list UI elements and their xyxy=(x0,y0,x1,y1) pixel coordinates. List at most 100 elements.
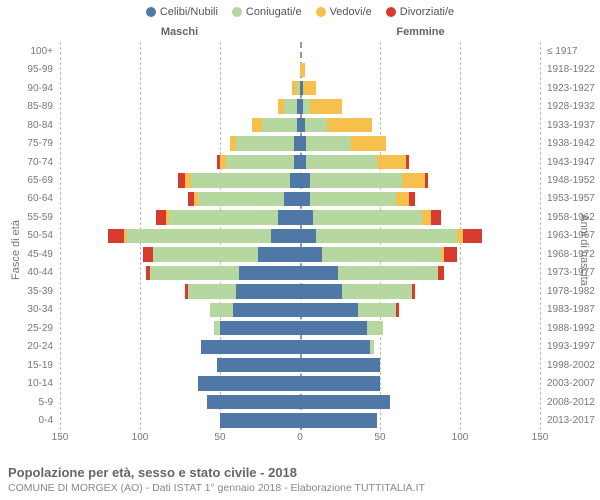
age-label: 5-9 xyxy=(2,393,57,411)
legend-swatch xyxy=(316,7,326,17)
male-side xyxy=(60,153,300,171)
bar-segment-cel xyxy=(300,284,342,298)
age-label: 80-84 xyxy=(2,116,57,134)
stacked-bar xyxy=(300,413,540,427)
birth-year-label: 1953-1957 xyxy=(543,190,598,208)
y-axis-title-left: Fasce di età xyxy=(10,220,22,280)
bar-segment-cel xyxy=(300,303,358,317)
bar-segment-ved xyxy=(377,155,406,169)
pyramid-row xyxy=(60,374,540,392)
birth-year-label: 1948-1952 xyxy=(543,171,598,189)
bar-segment-cel xyxy=(201,340,300,354)
male-side xyxy=(60,134,300,152)
legend-label: Coniugati/e xyxy=(246,6,302,18)
bar-segment-div xyxy=(396,303,399,317)
female-side xyxy=(300,227,540,245)
stacked-bar xyxy=(300,340,540,354)
bar-segment-con xyxy=(226,155,293,169)
bar-segment-cel xyxy=(300,413,377,427)
male-side xyxy=(60,356,300,374)
male-side xyxy=(60,264,300,282)
bar-segment-cel xyxy=(239,266,300,280)
age-label: 95-99 xyxy=(2,60,57,78)
x-tick-label: 50 xyxy=(214,432,225,443)
bar-segment-con xyxy=(342,284,412,298)
bar-segment-cel xyxy=(284,192,300,206)
male-side xyxy=(60,190,300,208)
bar-segment-div xyxy=(409,192,415,206)
x-tick-label: 50 xyxy=(374,432,385,443)
female-side xyxy=(300,171,540,189)
bar-segment-div xyxy=(143,247,153,261)
stacked-bar xyxy=(300,192,540,206)
pyramid-row xyxy=(60,338,540,356)
bar-segment-ved xyxy=(310,99,342,113)
bar-segment-cel xyxy=(300,266,338,280)
stacked-bar xyxy=(300,247,540,261)
age-label: 65-69 xyxy=(2,171,57,189)
stacked-bar xyxy=(300,136,540,150)
legend-item: Divorziati/e xyxy=(386,6,454,18)
bar-segment-con xyxy=(150,266,240,280)
stacked-bar xyxy=(300,303,540,317)
female-side xyxy=(300,411,540,429)
male-side xyxy=(60,208,300,226)
male-side xyxy=(60,374,300,392)
bar-segment-cel xyxy=(300,210,313,224)
bar-segment-con xyxy=(316,229,457,243)
bar-segment-con xyxy=(313,210,422,224)
pyramid-row xyxy=(60,411,540,429)
pyramid-row xyxy=(60,97,540,115)
pyramid-row xyxy=(60,171,540,189)
male-side xyxy=(60,227,300,245)
bar-segment-con xyxy=(127,229,271,243)
legend-swatch xyxy=(146,7,156,17)
birth-year-label: 1928-1932 xyxy=(543,97,598,115)
bar-segment-cel xyxy=(220,413,300,427)
pyramid-row xyxy=(60,134,540,152)
y-axis-title-right: Anni di nascita xyxy=(578,214,590,286)
male-side xyxy=(60,282,300,300)
bar-segment-con xyxy=(191,173,290,187)
bar-segment-con xyxy=(236,136,294,150)
footer: Popolazione per età, sesso e stato civil… xyxy=(8,465,592,494)
bar-segment-div xyxy=(463,229,482,243)
bar-segment-con xyxy=(284,99,297,113)
bar-segment-con xyxy=(262,118,297,132)
age-label: 60-64 xyxy=(2,190,57,208)
bar-segment-con xyxy=(338,266,437,280)
stacked-bar xyxy=(300,155,540,169)
bar-segment-div xyxy=(444,247,457,261)
age-label: 75-79 xyxy=(2,134,57,152)
bar-segment-cel xyxy=(300,321,367,335)
legend-item: Coniugati/e xyxy=(232,6,302,18)
legend-item: Celibi/Nubili xyxy=(146,6,218,18)
pyramid-row xyxy=(60,79,540,97)
female-side xyxy=(300,134,540,152)
female-side xyxy=(300,301,540,319)
birth-year-label: 1923-1927 xyxy=(543,79,598,97)
age-label: 90-94 xyxy=(2,79,57,97)
female-side xyxy=(300,97,540,115)
age-label: 70-74 xyxy=(2,153,57,171)
male-side xyxy=(60,411,300,429)
stacked-bar xyxy=(60,210,300,224)
pyramid-row xyxy=(60,42,540,60)
birth-year-label: 1998-2002 xyxy=(543,356,598,374)
bar-segment-cel xyxy=(258,247,300,261)
stacked-bar xyxy=(300,44,540,58)
header-female: Femmine xyxy=(301,26,540,38)
stacked-bar xyxy=(60,63,300,77)
female-side xyxy=(300,338,540,356)
stacked-bar xyxy=(60,118,300,132)
female-side xyxy=(300,60,540,78)
bar-segment-cel xyxy=(300,247,322,261)
pyramid-row xyxy=(60,356,540,374)
bar-segment-cel xyxy=(300,376,380,390)
bar-segment-con xyxy=(210,303,232,317)
birth-year-label: 1938-1942 xyxy=(543,134,598,152)
pyramid-row xyxy=(60,227,540,245)
female-side xyxy=(300,245,540,263)
chart-title: Popolazione per età, sesso e stato civil… xyxy=(8,465,592,480)
bar-segment-cel xyxy=(300,358,380,372)
